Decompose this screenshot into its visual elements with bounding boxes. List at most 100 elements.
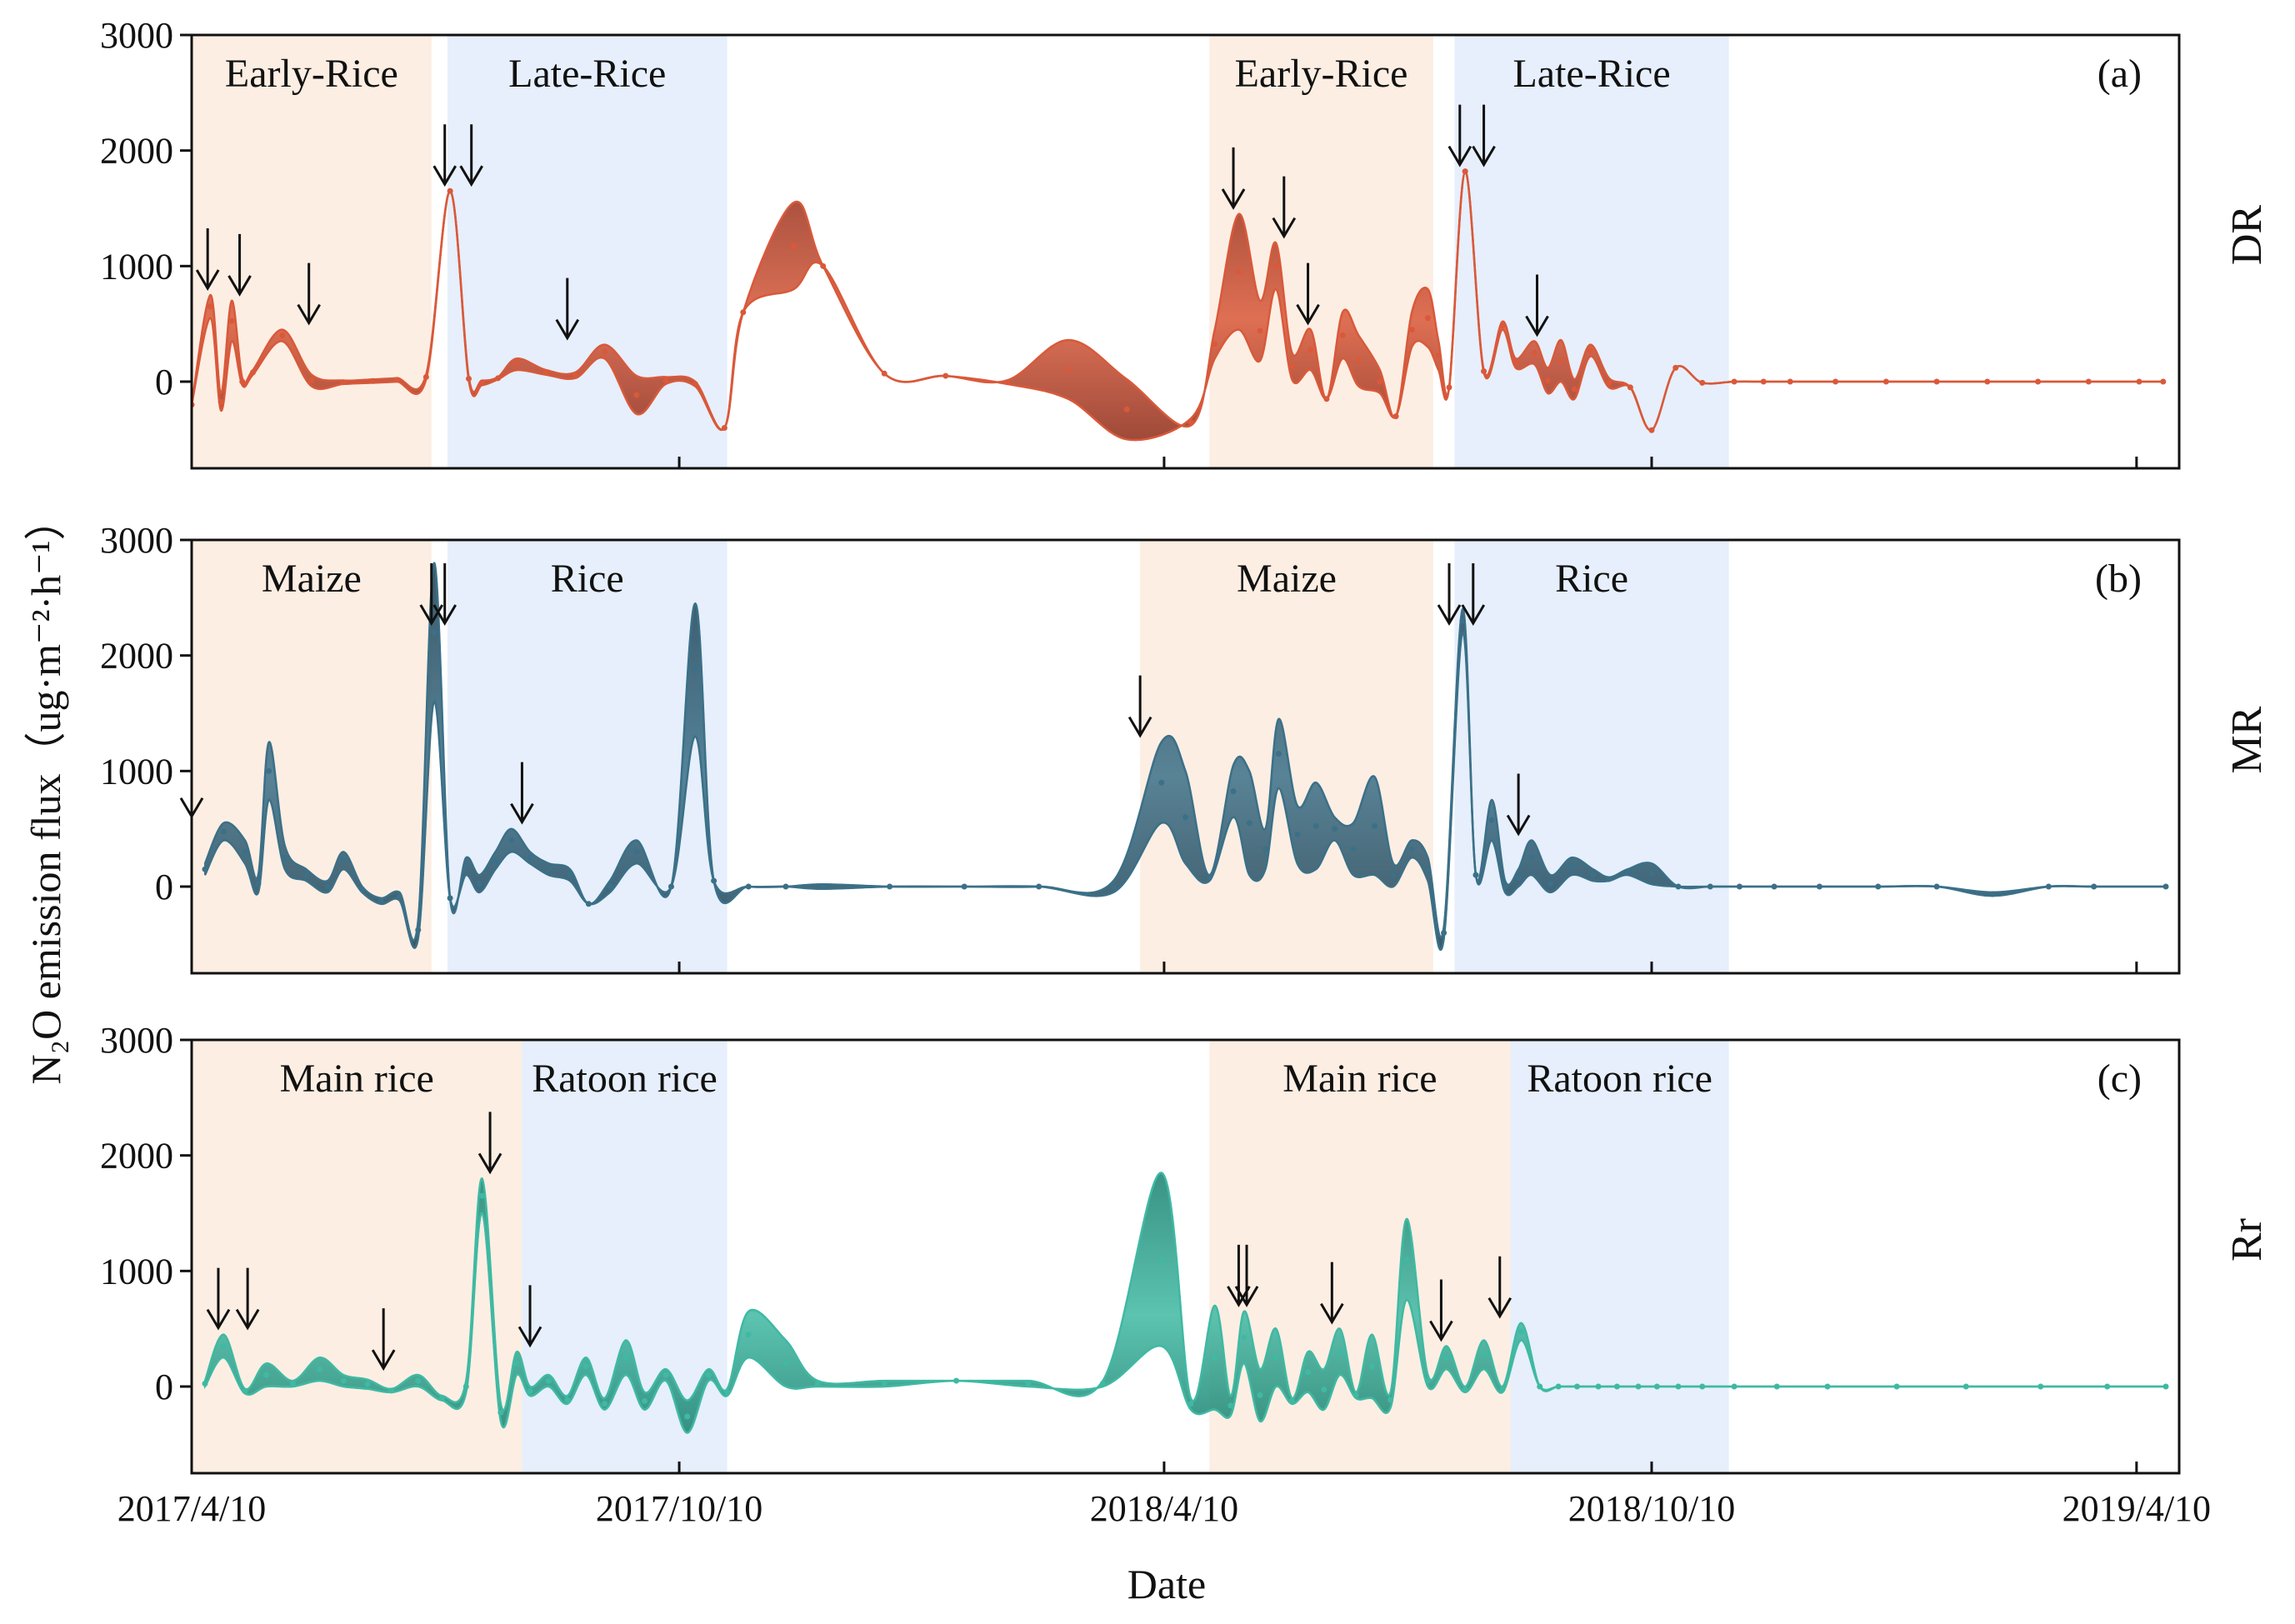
flux-point: [684, 1413, 691, 1420]
fertilization-arrow: [1488, 1256, 1512, 1319]
flux-point: [220, 1342, 227, 1349]
flux-upper-line: [203, 562, 2166, 942]
flux-point: [1528, 854, 1535, 861]
flux-point: [668, 883, 674, 890]
flux-point: [1408, 327, 1415, 333]
flux-point: [2162, 883, 2169, 890]
flux-point: [266, 767, 272, 774]
flux-point: [242, 848, 248, 855]
fertilization-arrow: [518, 1285, 542, 1348]
flux-point: [582, 1363, 589, 1370]
flux-point: [478, 1192, 485, 1199]
flux-point: [1832, 378, 1839, 385]
y-tick-label: 3000: [100, 520, 173, 561]
flux-point: [622, 1354, 629, 1361]
flux-lower-line: [192, 170, 2163, 442]
flux-point: [1312, 822, 1319, 829]
flux-point: [1544, 377, 1551, 384]
flux-point: [1275, 751, 1282, 757]
y-tick-label: 0: [155, 1367, 173, 1407]
flux-point: [1212, 1354, 1218, 1361]
fertilization-arrow: [1221, 147, 1246, 210]
flux-point: [1003, 379, 1010, 386]
flux-point: [1272, 1354, 1279, 1361]
fertilization-arrow: [297, 262, 321, 326]
flux-point: [1499, 1386, 1506, 1392]
flux-point: [1352, 1392, 1359, 1398]
flux-point: [602, 348, 608, 355]
y-tick-label: 3000: [100, 1020, 173, 1061]
flux-point: [1158, 779, 1165, 786]
flux-point: [1699, 1383, 1706, 1390]
fertilization-arrow: [510, 762, 534, 825]
flux-point: [302, 872, 309, 878]
flux-point: [2045, 883, 2052, 890]
panel-label: (b): [2095, 557, 2142, 601]
flux-point: [1262, 846, 1268, 852]
flux-point: [1288, 362, 1295, 369]
flux-point: [1481, 368, 1488, 375]
row-label: DR: [2223, 205, 2271, 266]
flux-point: [1294, 832, 1301, 838]
flux-point: [1462, 168, 1468, 175]
flux-point: [1099, 1381, 1106, 1387]
flux-point: [692, 381, 698, 387]
panel-frame: [190, 1038, 2181, 1475]
season-band: [192, 540, 432, 973]
fertilization-arrow: [1234, 1244, 1259, 1307]
flux-point: [1771, 883, 1778, 890]
flux-point: [1424, 866, 1431, 872]
flux-point: [1110, 883, 1117, 890]
y-tick-label: 1000: [100, 751, 173, 792]
flux-point: [1443, 1354, 1450, 1361]
x-tick-label: 2017/4/10: [118, 1488, 266, 1529]
flux-point: [340, 857, 347, 864]
flux-point: [1736, 883, 1742, 890]
season-label: Maize: [262, 557, 362, 601]
flux-point: [1441, 929, 1448, 936]
flux-point: [1036, 883, 1042, 890]
flux-point: [545, 1377, 552, 1384]
flux-point: [1653, 1383, 1660, 1390]
flux-point: [814, 1381, 821, 1387]
flux-point: [1424, 1377, 1431, 1384]
flux-point: [1288, 1397, 1295, 1404]
flux-point: [1787, 378, 1793, 385]
flux-point: [2091, 883, 2098, 890]
flux-point: [602, 1401, 608, 1407]
flux-point: [1502, 883, 1508, 890]
flux-point: [364, 1381, 371, 1387]
flux-point: [1390, 872, 1397, 878]
flux-point: [1272, 262, 1279, 269]
flux-point: [508, 837, 515, 844]
row-label: MR: [2223, 706, 2271, 773]
row-label: Rr: [2223, 1218, 2271, 1262]
flux-point: [1377, 378, 1383, 385]
season-label: Main rice: [280, 1057, 434, 1101]
fertilization-arrow: [478, 1112, 502, 1175]
fertilization-arrow: [459, 124, 483, 187]
flux-point: [1462, 1386, 1468, 1392]
flux-point: [1182, 814, 1188, 821]
flux-point: [1065, 366, 1072, 372]
season-band: [1510, 1040, 1729, 1473]
flux-point: [308, 377, 315, 384]
flux-point: [1933, 883, 1940, 890]
flux-point: [1025, 1381, 1032, 1387]
fertilization-arrow: [432, 124, 458, 187]
flux-point: [1241, 1334, 1248, 1341]
flux-point: [1882, 378, 1889, 385]
season-label: Early-Rice: [225, 52, 398, 96]
flux-point: [662, 377, 669, 384]
season-label: Late-Rice: [1512, 52, 1670, 96]
flux-point: [607, 883, 613, 890]
season-band: [1454, 540, 1729, 973]
flux-point: [791, 242, 798, 249]
flux-point: [1590, 872, 1597, 878]
flux-point: [462, 863, 469, 870]
flux-point: [255, 881, 262, 887]
flux-point: [1707, 883, 1713, 890]
flux-point: [202, 866, 208, 872]
flux-point: [359, 886, 366, 892]
flux-point: [961, 883, 968, 890]
